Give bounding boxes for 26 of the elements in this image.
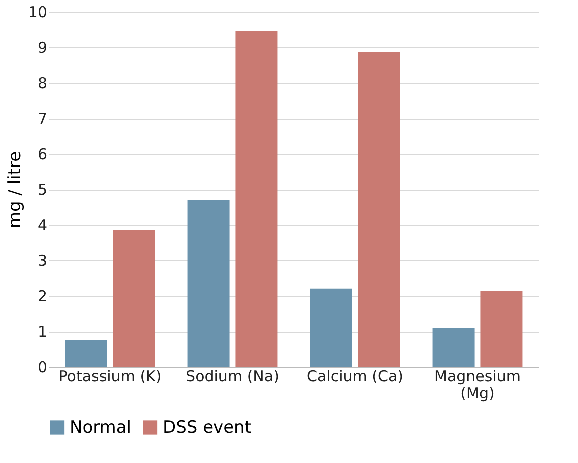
y-tick-label: 3 [38, 252, 48, 270]
bar [188, 200, 230, 367]
y-tick-label: 6 [38, 146, 48, 164]
legend-label: Normal [70, 418, 132, 438]
y-axis-title: mg / litre [5, 151, 26, 229]
x-tick-label: Sodium (Na) [186, 368, 280, 386]
y-tick-label: 0 [38, 358, 48, 376]
legend-label: DSS event [163, 418, 252, 438]
x-tick-label: Potassium (K) [58, 368, 162, 386]
y-tick-label: 1 [38, 323, 48, 341]
bar [310, 288, 352, 367]
bar [113, 230, 156, 367]
bar [480, 291, 523, 367]
bar [432, 328, 475, 367]
bar [236, 32, 278, 367]
y-tick-label: 5 [38, 181, 48, 199]
y-tick-label: 2 [38, 288, 48, 306]
x-tick-label: Magnesium (Mg) [434, 368, 521, 402]
y-tick-label: 9 [38, 39, 48, 57]
bar [358, 52, 400, 367]
x-tick-label: Calcium (Ca) [306, 368, 404, 386]
y-tick-label: 4 [38, 216, 48, 234]
y-tick-label: 7 [38, 110, 48, 128]
bar [65, 340, 108, 367]
y-tick-label: 10 [28, 4, 48, 22]
y-tick-label: 8 [38, 74, 48, 92]
